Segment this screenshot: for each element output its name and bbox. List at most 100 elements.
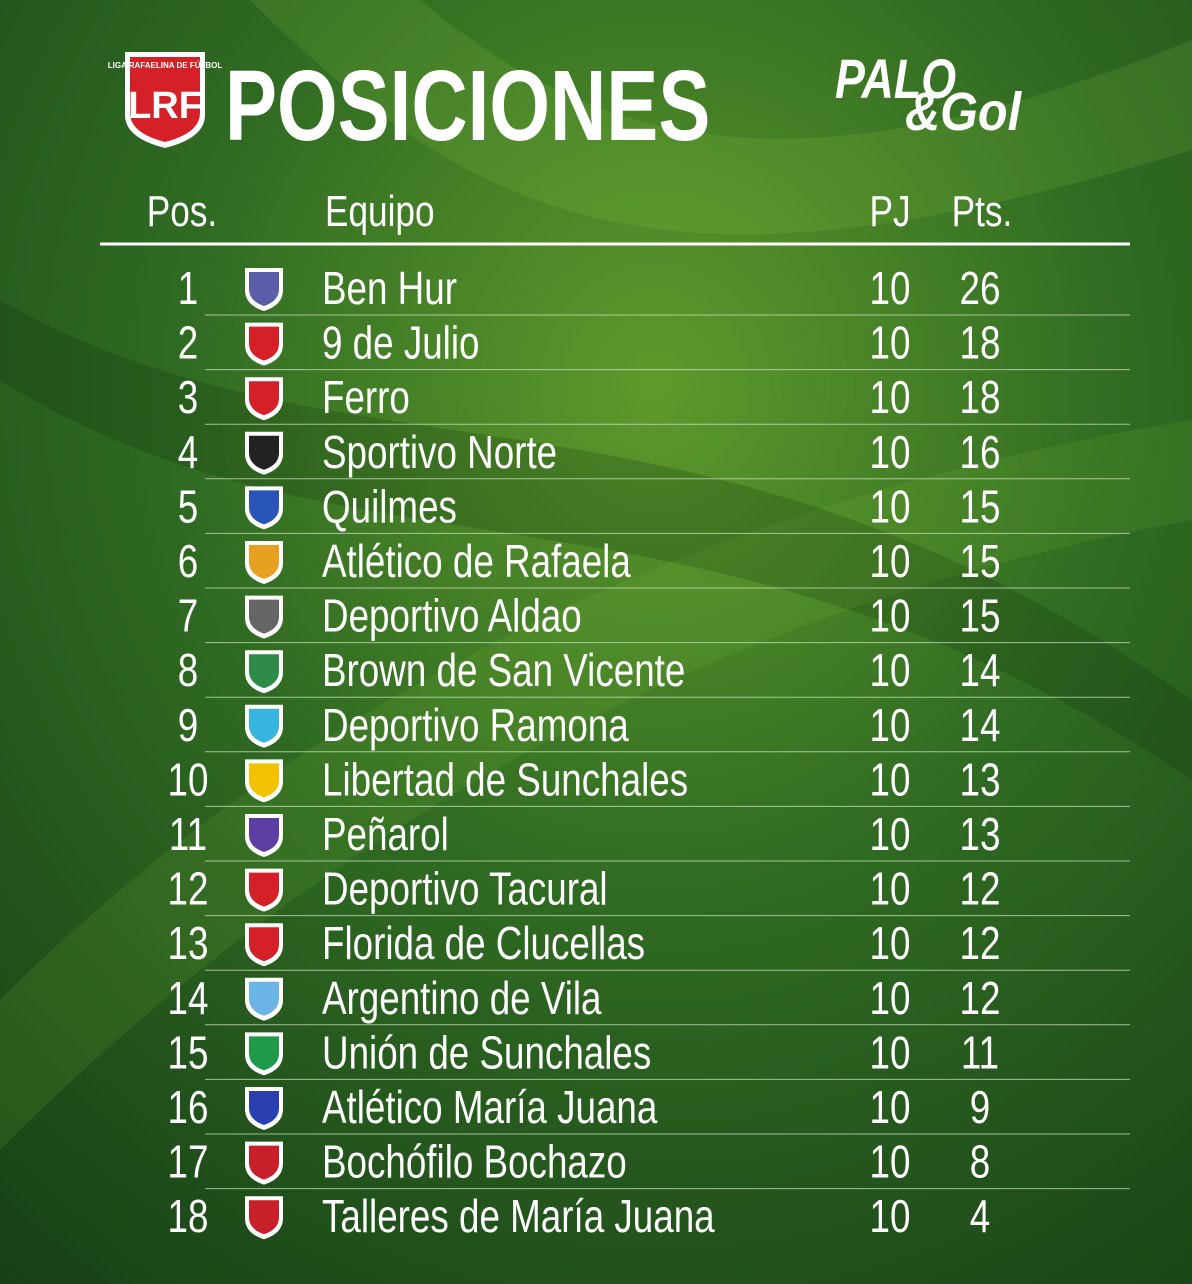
row-played: 10 — [870, 590, 911, 642]
team-badge-inner — [249, 435, 279, 470]
row-pos: 5 — [178, 480, 198, 532]
row-pos: 14 — [168, 972, 209, 1024]
brand-top: PALO — [835, 47, 956, 110]
row-team: Libertad de Sunchales — [322, 753, 688, 805]
logo-small-text: LIGA RAFAELINA DE FÚTBOL — [108, 61, 223, 70]
title: POSICIONES — [225, 51, 710, 163]
row-pos: 17 — [168, 1136, 209, 1188]
row-pos: 12 — [168, 863, 209, 915]
row-played: 10 — [870, 535, 911, 587]
row-points: 11 — [961, 1026, 999, 1078]
row-pos: 6 — [178, 535, 198, 587]
row-points: 12 — [960, 863, 1001, 915]
row-pos: 9 — [178, 699, 198, 751]
row-played: 10 — [870, 1026, 911, 1078]
row-team: Unión de Sunchales — [322, 1026, 651, 1078]
row-played: 10 — [870, 753, 911, 805]
row-team: Atlético de Rafaela — [322, 535, 632, 587]
row-played: 10 — [870, 480, 911, 532]
row-points: 14 — [960, 699, 1001, 751]
row-team: Quilmes — [322, 480, 457, 532]
row-pos: 3 — [178, 371, 198, 423]
row-played: 10 — [870, 863, 911, 915]
team-badge-inner — [249, 872, 279, 907]
row-points: 4 — [970, 1190, 990, 1242]
row-played: 10 — [870, 644, 911, 696]
team-badge-inner — [249, 1145, 279, 1180]
row-pos: 4 — [178, 426, 198, 478]
row-points: 18 — [960, 317, 1001, 369]
row-played: 10 — [870, 699, 911, 751]
row-team: 9 de Julio — [322, 317, 479, 369]
row-points: 8 — [970, 1136, 990, 1188]
row-played: 10 — [870, 1136, 911, 1188]
row-team: Deportivo Ramona — [322, 699, 629, 751]
row-pos: 8 — [178, 644, 198, 696]
team-badge-inner — [249, 272, 279, 306]
row-points: 14 — [960, 644, 1001, 696]
row-played: 10 — [870, 426, 911, 478]
row-team: Atlético María Juana — [322, 1081, 658, 1133]
row-points: 26 — [960, 262, 1001, 314]
column-header: Pos. — [147, 187, 217, 236]
row-team: Ferro — [322, 371, 410, 423]
row-points: 18 — [960, 371, 1001, 423]
row-points: 16 — [960, 426, 1001, 478]
row-pos: 2 — [178, 317, 198, 369]
row-pos: 13 — [168, 917, 209, 969]
row-pos: 7 — [178, 590, 198, 642]
row-pos: 1 — [178, 262, 198, 314]
row-team: Bochófilo Bochazo — [322, 1136, 627, 1188]
brand-bottom: &Gol — [905, 81, 1023, 142]
row-points: 15 — [960, 480, 1001, 532]
column-header: Pts. — [952, 187, 1013, 236]
row-team: Deportivo Aldao — [322, 590, 582, 642]
row-team: Deportivo Tacural — [322, 863, 608, 915]
row-pos: 10 — [168, 753, 209, 805]
team-badge-inner — [249, 981, 279, 1016]
row-played: 10 — [870, 262, 911, 314]
row-played: 10 — [870, 317, 911, 369]
row-played: 10 — [870, 972, 911, 1024]
team-badge-inner — [249, 818, 279, 852]
row-points: 9 — [970, 1081, 990, 1133]
row-played: 10 — [870, 371, 911, 423]
team-badge-inner — [249, 1036, 279, 1071]
row-played: 10 — [870, 917, 911, 969]
row-team: Sportivo Norte — [322, 426, 557, 478]
swoosh — [250, 0, 1192, 235]
team-badge-inner — [249, 708, 279, 743]
team-badge-inner — [249, 326, 279, 361]
team-badge-inner — [249, 763, 279, 798]
team-badge-inner — [249, 654, 279, 689]
row-points: 15 — [960, 590, 1001, 642]
team-badge-inner — [249, 927, 279, 962]
row-points: 13 — [960, 808, 1001, 860]
row-team: Brown de San Vicente — [322, 644, 685, 696]
row-pos: 16 — [168, 1081, 209, 1133]
row-pos: 11 — [169, 808, 207, 860]
column-header: PJ — [869, 187, 910, 236]
row-played: 10 — [870, 1190, 911, 1242]
row-team: Florida de Clucellas — [322, 917, 645, 969]
row-points: 12 — [960, 972, 1001, 1024]
row-played: 10 — [870, 808, 911, 860]
row-pos: 15 — [168, 1026, 209, 1078]
row-team: Argentino de Vila — [322, 972, 602, 1024]
team-badge-inner — [249, 599, 279, 634]
row-team: Ben Hur — [322, 262, 457, 314]
logo-text: LRF — [128, 85, 202, 127]
row-team: Talleres de María Juana — [322, 1190, 715, 1242]
row-pos: 18 — [168, 1190, 209, 1242]
swoosh — [0, 300, 1192, 780]
team-badge-inner — [249, 490, 279, 525]
row-points: 15 — [960, 535, 1001, 587]
row-team: Peñarol — [322, 808, 449, 860]
column-header: Equipo — [325, 187, 435, 236]
swoosh — [0, 420, 1192, 1150]
team-badge-inner — [249, 1200, 279, 1235]
team-badge-inner — [249, 545, 279, 579]
